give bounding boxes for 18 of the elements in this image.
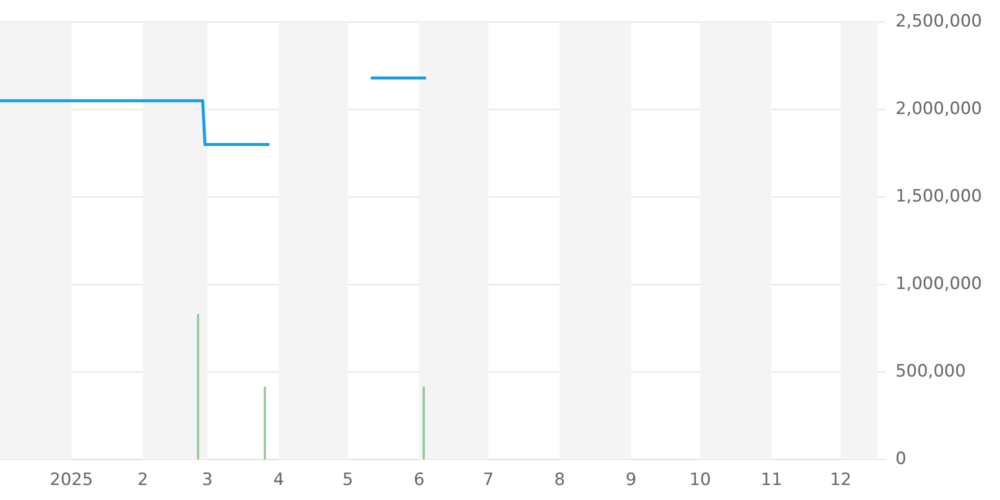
x-tick-label: 2025 [50, 470, 94, 490]
x-tick-label: 4 [273, 470, 284, 490]
y-tick-label: 0 [895, 449, 906, 470]
x-tick-label: 7 [482, 470, 494, 490]
x-tick-label: 2 [137, 470, 148, 490]
x-tick-label: 5 [342, 470, 354, 490]
x-tick-label: 9 [626, 470, 636, 490]
x-tick-label: 11 [760, 470, 782, 490]
y-tick-label: 1,000,000 [895, 274, 982, 294]
y-tick-label: 2,500,000 [895, 11, 982, 32]
x-tick-label: 8 [554, 470, 566, 490]
x-tick-label: 10 [689, 470, 711, 490]
y-tick-label: 2,000,000 [895, 98, 982, 119]
x-tick-label: 12 [830, 470, 852, 490]
y-tick-label: 500,000 [895, 362, 966, 382]
y-tick-label: 1,500,000 [895, 186, 982, 206]
x-tick-label: 3 [202, 470, 213, 490]
x-tick-label: 6 [414, 470, 425, 490]
